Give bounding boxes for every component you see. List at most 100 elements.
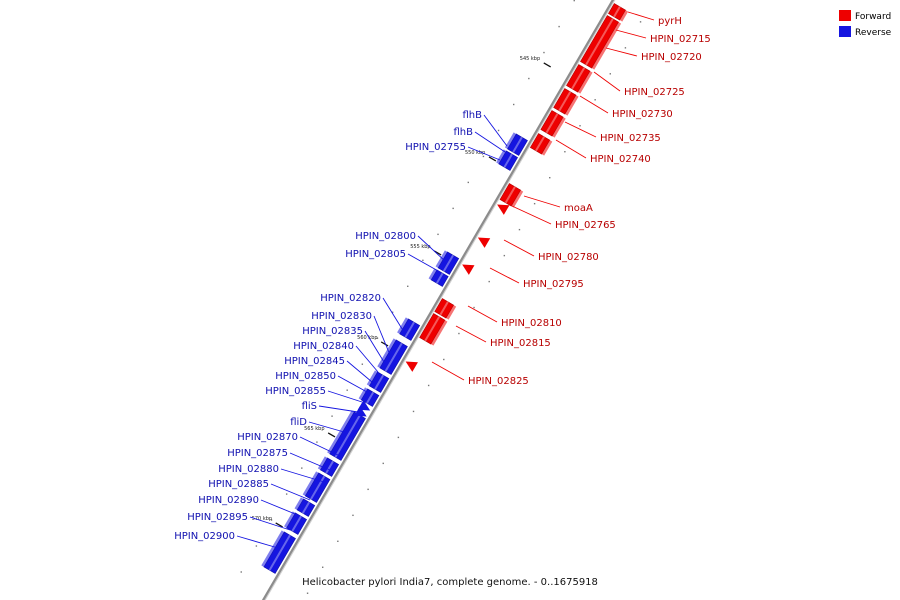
reverse-gene-label[interactable]: HPIN_02755: [405, 142, 466, 153]
track-marker: [458, 332, 460, 335]
forward-gene-label[interactable]: pyrH: [658, 16, 682, 27]
reverse-gene-small[interactable]: [354, 406, 367, 417]
reverse-gene-label[interactable]: HPIN_02890: [198, 495, 259, 506]
forward-gene-label[interactable]: HPIN_02825: [468, 376, 529, 387]
reverse-gene-face: [317, 456, 328, 470]
forward-label-leader: [431, 361, 465, 381]
tick-label: 550 kbp: [465, 150, 485, 156]
track-marker: [543, 51, 545, 54]
forward-gene-label[interactable]: HPIN_02810: [501, 318, 562, 329]
forward-gene-label[interactable]: moaA: [564, 203, 593, 214]
forward-gene-face: [430, 320, 448, 346]
reverse-label-leader: [355, 345, 379, 373]
reverse-gene-label[interactable]: HPIN_02855: [265, 386, 326, 397]
forward-gene-shine: [424, 316, 441, 342]
forward-gene-shine: [558, 91, 572, 112]
reverse-gene-face: [504, 132, 517, 149]
reverse-gene-label[interactable]: HPIN_02875: [227, 448, 288, 459]
reverse-gene-label[interactable]: HPIN_02900: [174, 531, 235, 542]
track-marker: [549, 176, 551, 179]
forward-label-leader: [489, 267, 520, 284]
forward-gene-label[interactable]: HPIN_02715: [650, 34, 711, 45]
forward-gene-label[interactable]: HPIN_02795: [523, 279, 584, 290]
reverse-label-leader: [318, 405, 359, 413]
track-marker: [639, 21, 642, 23]
reverse-gene-shine: [374, 374, 385, 390]
reverse-label-leader: [327, 390, 363, 403]
tick-mark: [275, 522, 283, 528]
forward-gene-small[interactable]: [497, 204, 510, 215]
forward-gene-shine: [439, 301, 449, 316]
reverse-gene-label[interactable]: HPIN_02850: [275, 371, 336, 382]
forward-gene-small[interactable]: [462, 264, 475, 275]
forward-gene-small[interactable]: [405, 361, 418, 372]
reverse-gene-label[interactable]: fliD: [290, 417, 307, 428]
reverse-label-leader: [474, 131, 506, 153]
reverse-gene-label[interactable]: fliS: [302, 401, 317, 412]
track-marker: [285, 493, 288, 495]
reverse-gene-label[interactable]: HPIN_02870: [237, 432, 298, 443]
reverse-gene-label[interactable]: flhB: [463, 110, 483, 121]
reverse-gene-shine: [442, 254, 454, 272]
forward-label-leader: [555, 139, 587, 159]
reverse-label-leader: [236, 535, 279, 549]
forward-label-leader: [627, 11, 655, 21]
track-marker: [422, 259, 424, 262]
reverse-gene-label[interactable]: HPIN_02840: [293, 341, 354, 352]
forward-gene-face: [445, 305, 457, 320]
track-marker: [512, 103, 515, 106]
forward-gene-face: [591, 22, 622, 70]
forward-gene-label[interactable]: HPIN_02720: [641, 52, 702, 63]
forward-gene-label[interactable]: HPIN_02815: [490, 338, 551, 349]
reverse-label-leader: [467, 146, 501, 161]
reverse-gene-face: [284, 511, 296, 528]
track-marker: [382, 462, 384, 465]
reverse-gene-label[interactable]: HPIN_02805: [345, 249, 406, 260]
legend-swatch: [839, 26, 851, 37]
reverse-gene-label[interactable]: HPIN_02835: [302, 326, 363, 337]
track-marker: [452, 207, 454, 210]
reverse-label-leader: [346, 360, 373, 383]
reverse-gene-label[interactable]: HPIN_02800: [355, 231, 416, 242]
tick-label: 545 kbp: [520, 56, 540, 62]
track-marker: [443, 358, 445, 361]
forward-gene-label[interactable]: HPIN_02730: [612, 109, 673, 120]
forward-gene-label[interactable]: HPIN_02725: [624, 87, 685, 98]
reverse-gene-label[interactable]: HPIN_02820: [320, 293, 381, 304]
reverse-gene-label[interactable]: HPIN_02845: [284, 356, 345, 367]
reverse-gene-label[interactable]: HPIN_02895: [187, 512, 248, 523]
reverse-gene-label[interactable]: HPIN_02880: [218, 464, 279, 475]
track-marker: [482, 155, 485, 158]
track-marker: [255, 545, 258, 547]
track-marker: [397, 436, 400, 439]
reverse-label-leader: [364, 330, 385, 363]
forward-gene-small[interactable]: [477, 237, 491, 248]
track-marker: [594, 99, 596, 101]
track-marker: [497, 129, 500, 132]
reverse-gene-label[interactable]: HPIN_02885: [208, 479, 269, 490]
track-marker: [573, 0, 575, 2]
reverse-gene-shine: [310, 475, 326, 500]
track-marker: [346, 389, 348, 391]
forward-gene-shine: [585, 18, 614, 66]
track-marker: [488, 280, 490, 283]
forward-gene-label[interactable]: HPIN_02780: [538, 252, 599, 263]
reverse-gene-label[interactable]: flhB: [454, 127, 474, 138]
reverse-gene-face: [366, 370, 378, 386]
reverse-label-leader: [407, 253, 441, 273]
tick-mark: [543, 62, 552, 68]
forward-gene-shine: [504, 186, 516, 204]
track-marker: [301, 467, 303, 469]
forward-label-leader: [523, 195, 561, 208]
forward-gene-label[interactable]: HPIN_02735: [600, 133, 661, 144]
track-marker: [528, 77, 530, 80]
legend-label: Reverse: [855, 28, 892, 38]
reverse-gene-label[interactable]: HPIN_02830: [311, 311, 372, 322]
reverse-label-leader: [373, 315, 391, 356]
track-marker: [609, 73, 611, 75]
forward-gene-label[interactable]: HPIN_02765: [555, 220, 616, 231]
genome-backbone: [261, 0, 615, 600]
forward-gene-shine: [545, 113, 559, 134]
forward-gene-label[interactable]: HPIN_02740: [590, 154, 651, 165]
forward-label-leader: [615, 29, 647, 39]
